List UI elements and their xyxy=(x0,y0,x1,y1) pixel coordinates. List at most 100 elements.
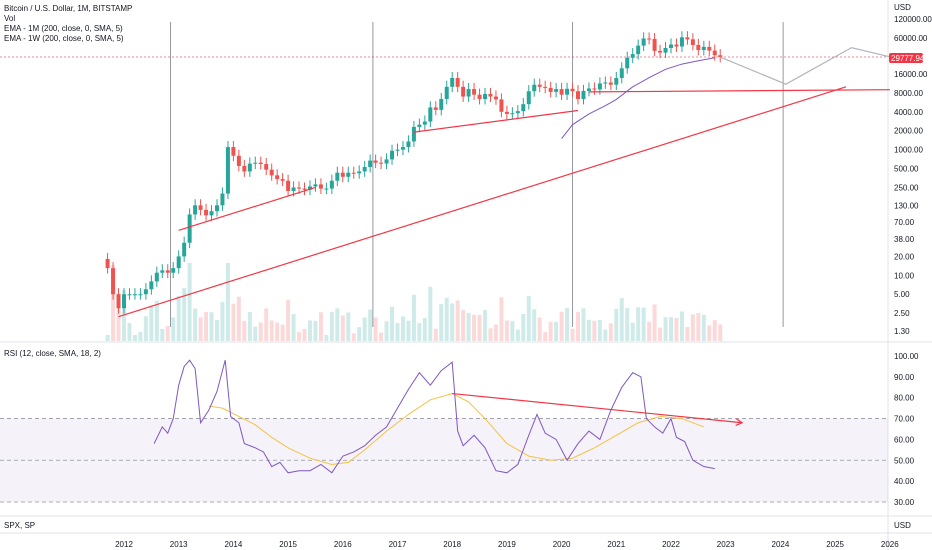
volume-bar xyxy=(373,317,378,341)
price-tick-label: 20.00 xyxy=(894,252,915,261)
volume-bar xyxy=(214,320,219,341)
candle-body xyxy=(138,294,143,296)
currency-label-lower: USD xyxy=(894,521,911,530)
volume-bar xyxy=(707,325,712,341)
rsi-pane[interactable] xyxy=(0,359,888,503)
candle-body xyxy=(373,160,378,163)
candle-body xyxy=(286,180,291,191)
price-tick-label: 5.00 xyxy=(894,290,910,299)
volume-bar xyxy=(669,317,673,341)
candle-body xyxy=(307,186,312,190)
volume-bar xyxy=(143,316,148,341)
time-tick-label: 2018 xyxy=(443,540,461,549)
volume-bar xyxy=(357,327,362,341)
chart-title: Bitcoin / U.S. Dollar, 1M, BITSTAMP xyxy=(4,4,132,13)
volume-bar xyxy=(324,335,329,341)
volume-bar xyxy=(275,322,280,341)
candle-body xyxy=(390,150,395,160)
price-tick-label: 4000.00 xyxy=(894,108,923,117)
ema-1m-legend: EMA - 1M (200, close, 0, SMA, 5) xyxy=(4,24,123,33)
candle-body xyxy=(340,172,345,177)
volume-bar xyxy=(390,306,395,341)
rsi-trendline-arrowhead xyxy=(735,418,744,427)
price-tick-label: 1.30 xyxy=(894,327,910,336)
candle-body xyxy=(258,162,263,165)
candle-body xyxy=(614,78,619,85)
volume-bar xyxy=(510,321,515,341)
candle-body xyxy=(143,289,148,295)
price-tick-label: 60000.00 xyxy=(894,34,928,43)
support-trendline xyxy=(413,109,579,133)
candle-body xyxy=(220,193,225,206)
volume-bar xyxy=(630,322,635,341)
volume-bar xyxy=(242,320,247,341)
volume-bar xyxy=(652,304,657,341)
volume-bar xyxy=(209,312,214,341)
volume-bar xyxy=(433,328,438,341)
candle-body xyxy=(406,141,411,148)
candle-body xyxy=(690,39,695,45)
volume-bar xyxy=(455,300,460,341)
volume-bar xyxy=(379,332,384,341)
candle-body xyxy=(422,121,427,125)
volume-bar xyxy=(307,320,312,341)
candle-body xyxy=(417,124,422,127)
volume-bar xyxy=(422,318,427,341)
price-tick-label: 8000.00 xyxy=(894,89,923,98)
volume-bar xyxy=(625,307,630,341)
candle-body xyxy=(187,214,192,243)
currency-label: USD xyxy=(894,3,911,12)
price-tick-label: 38.00 xyxy=(894,235,915,244)
candle-body xyxy=(658,50,663,53)
candle-body xyxy=(275,175,280,180)
volume-bar xyxy=(450,303,455,341)
volume-bar xyxy=(504,320,509,341)
candle-body xyxy=(182,242,187,257)
candle-body xyxy=(335,172,340,181)
volume-bar xyxy=(187,263,192,341)
candle-body xyxy=(586,88,591,91)
time-tick-label: 2017 xyxy=(389,540,407,549)
time-tick-label: 2026 xyxy=(881,540,899,549)
volume-bar xyxy=(718,324,723,341)
candle-body xyxy=(701,46,706,51)
candle-body xyxy=(198,205,203,210)
candle-body xyxy=(329,180,334,189)
candle-body xyxy=(696,44,701,51)
candle-body xyxy=(122,294,126,309)
price-tick-label: 2000.00 xyxy=(894,127,923,136)
candle-body xyxy=(712,50,717,56)
candle-body xyxy=(127,294,132,296)
time-tick-label: 2015 xyxy=(279,540,297,549)
volume-bar xyxy=(663,317,668,341)
candle-body xyxy=(105,258,110,269)
candle-body xyxy=(149,281,154,290)
rsi-legend: RSI (12, close, SMA, 18, 2) xyxy=(4,349,101,358)
time-tick-label: 2014 xyxy=(225,540,243,549)
volume-bar xyxy=(105,335,110,341)
volume-bar xyxy=(499,297,504,341)
rsi-tick-label: 80.00 xyxy=(894,394,915,403)
volume-bar xyxy=(176,295,181,341)
candle-body xyxy=(493,96,498,100)
candle-body xyxy=(313,184,318,187)
candle-body xyxy=(641,38,646,46)
candle-body xyxy=(242,165,247,172)
volume-bar xyxy=(116,293,121,341)
volume-bar xyxy=(346,312,351,341)
candle-body xyxy=(707,46,712,51)
candle-body xyxy=(592,88,597,90)
price-pane[interactable] xyxy=(0,22,890,341)
candle-body xyxy=(554,89,559,92)
volume-bar xyxy=(236,296,241,341)
price-tick-label: 10.00 xyxy=(894,271,915,280)
candle-body xyxy=(477,94,482,99)
candle-body xyxy=(537,84,542,87)
volume-bar xyxy=(592,320,597,341)
volume-bar xyxy=(313,320,318,341)
volume-bar xyxy=(171,317,176,341)
candle-body xyxy=(685,37,690,40)
candle-body xyxy=(499,99,504,112)
volume-bar xyxy=(280,324,285,341)
